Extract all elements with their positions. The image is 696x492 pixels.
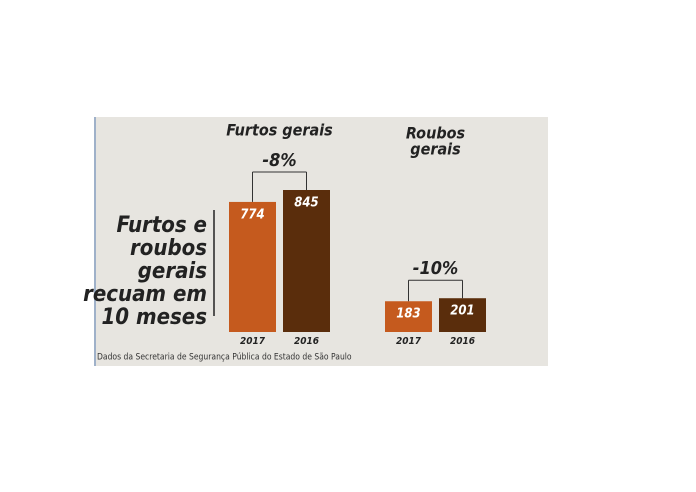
- bar: [229, 201, 276, 332]
- value-label: 201: [450, 304, 474, 319]
- chart-title: Roubos: [406, 124, 466, 143]
- title-line: roubos: [130, 236, 207, 261]
- bracket: [408, 279, 463, 302]
- value-label: 183: [396, 307, 420, 322]
- title-line: gerais: [138, 259, 207, 284]
- bracket: [252, 171, 307, 202]
- value-label: 774: [240, 207, 264, 222]
- chart-title: Furtos gerais: [226, 121, 333, 140]
- value-label: 845: [294, 196, 318, 211]
- change-label: -8%: [262, 150, 296, 171]
- title-line: recuam em: [83, 282, 207, 307]
- category-label: 2017: [396, 336, 422, 347]
- title-line: Furtos e: [117, 213, 207, 238]
- title-line: 10 meses: [102, 305, 208, 330]
- chart-title: gerais: [410, 140, 461, 159]
- category-label: 2016: [450, 336, 475, 347]
- category-label: 2016: [294, 336, 319, 347]
- bar: [385, 301, 432, 332]
- bar: [439, 298, 486, 332]
- bar: [283, 190, 330, 332]
- source: Dados da Secretaria de Segurança Pública…: [97, 353, 352, 363]
- category-label: 2017: [240, 336, 266, 347]
- change-label: -10%: [413, 258, 458, 279]
